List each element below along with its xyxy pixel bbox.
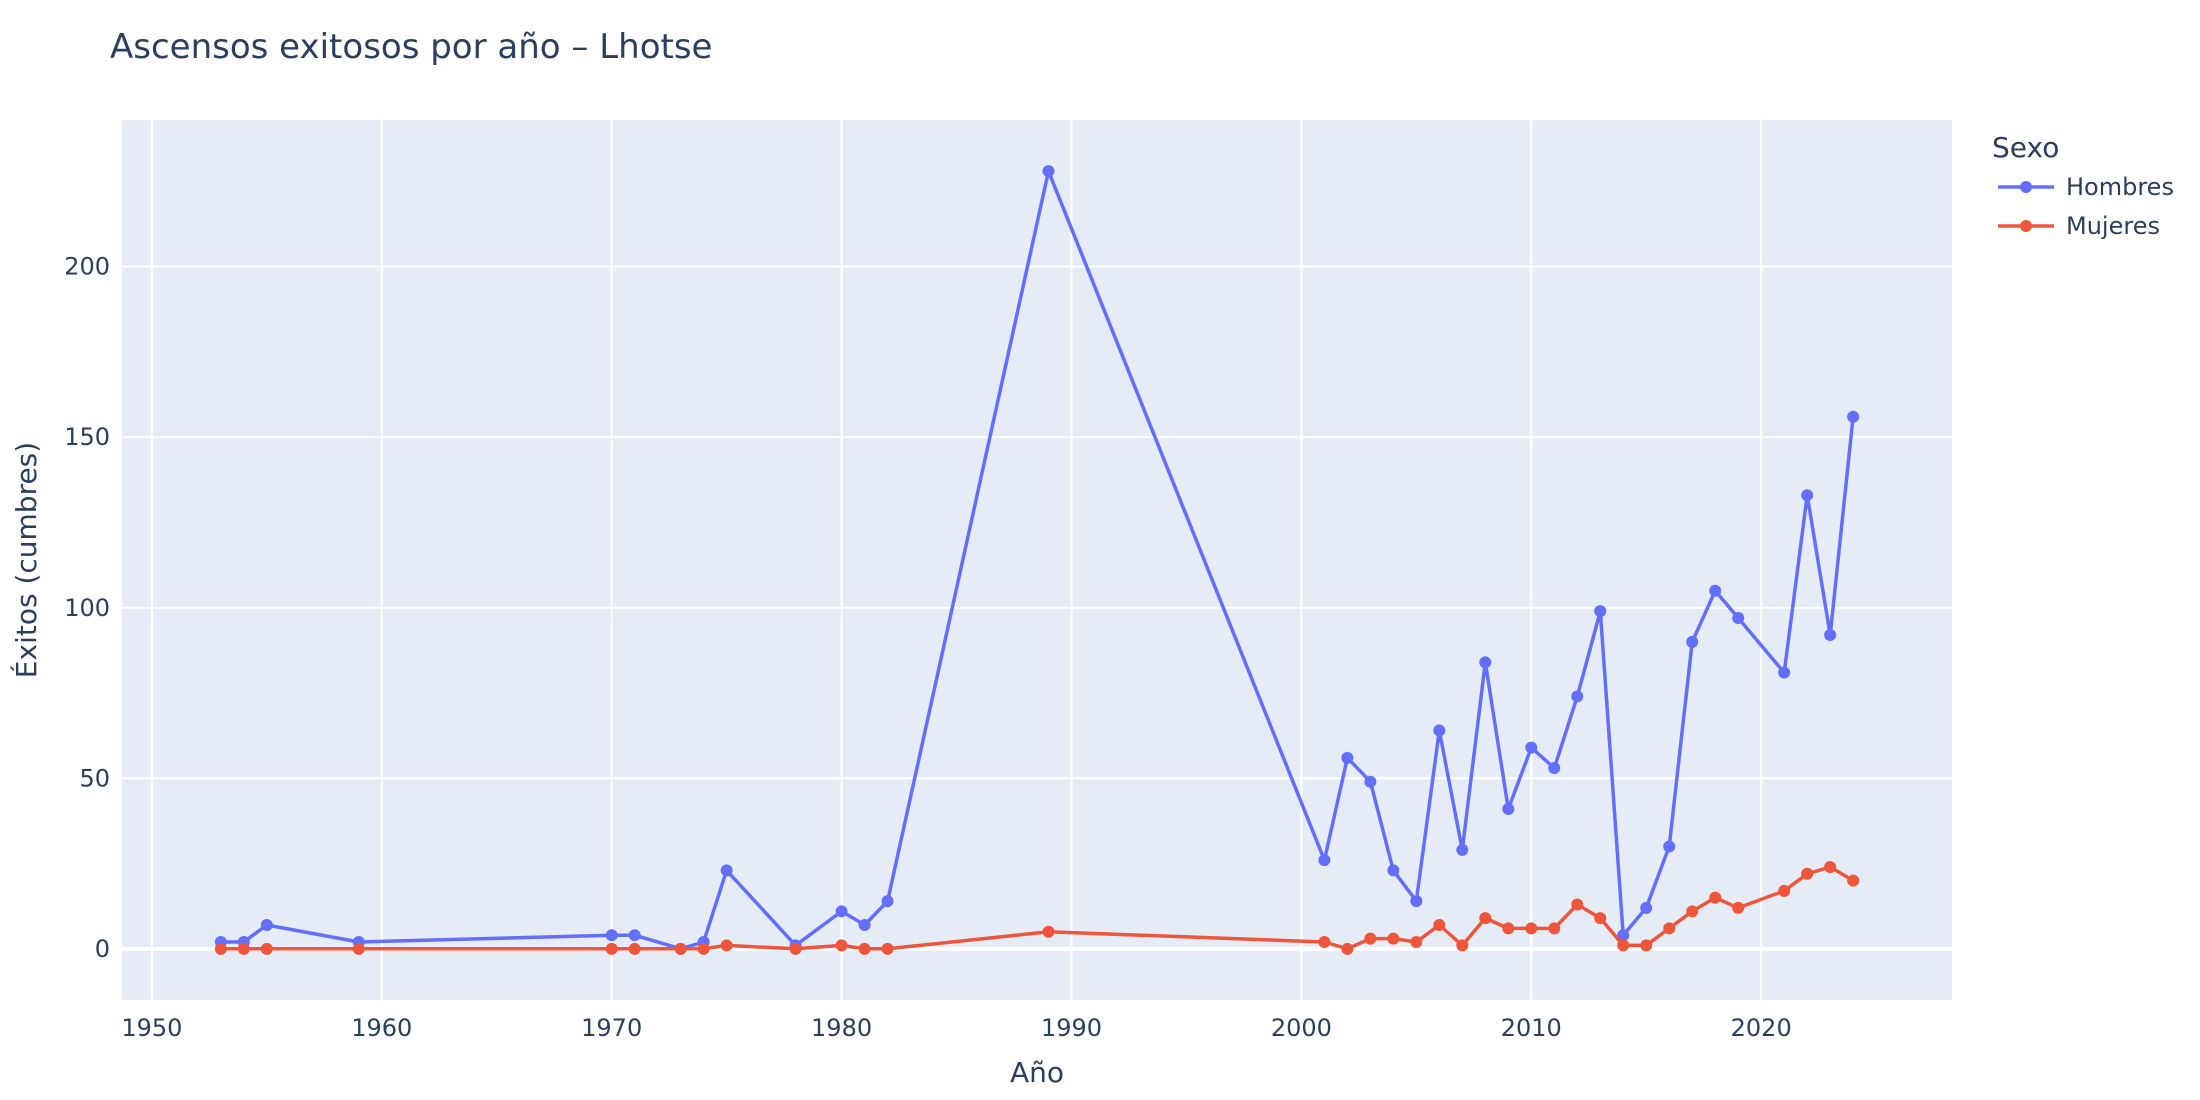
series-group bbox=[214, 165, 1860, 955]
data-point[interactable] bbox=[237, 942, 250, 955]
data-point[interactable] bbox=[674, 942, 687, 955]
data-point[interactable] bbox=[260, 942, 273, 955]
data-point[interactable] bbox=[858, 942, 871, 955]
data-point[interactable] bbox=[1663, 922, 1676, 935]
data-point[interactable] bbox=[1709, 891, 1722, 904]
data-point[interactable] bbox=[1456, 939, 1469, 952]
data-point[interactable] bbox=[1548, 762, 1561, 775]
x-tick-label: 1950 bbox=[121, 1014, 182, 1042]
data-point[interactable] bbox=[1525, 741, 1538, 754]
data-point[interactable] bbox=[1479, 912, 1492, 925]
data-point[interactable] bbox=[1571, 898, 1584, 911]
data-point[interactable] bbox=[1847, 874, 1860, 887]
data-point[interactable] bbox=[605, 929, 618, 942]
data-point[interactable] bbox=[1502, 922, 1515, 935]
data-point[interactable] bbox=[1433, 724, 1446, 737]
y-axis-ticks: 0 50 100 150 200 bbox=[64, 253, 110, 963]
data-point[interactable] bbox=[260, 918, 273, 931]
data-point[interactable] bbox=[1594, 605, 1607, 618]
data-point[interactable] bbox=[1456, 843, 1469, 856]
legend-title: Sexo bbox=[1992, 131, 2059, 164]
data-point[interactable] bbox=[1387, 864, 1400, 877]
data-point[interactable] bbox=[881, 895, 894, 908]
data-point[interactable] bbox=[628, 942, 641, 955]
data-point[interactable] bbox=[1433, 918, 1446, 931]
data-point[interactable] bbox=[214, 942, 227, 955]
data-point[interactable] bbox=[835, 905, 848, 918]
legend-item-hombres[interactable]: Hombres bbox=[1998, 173, 2174, 201]
legend-swatch-marker bbox=[2020, 181, 2032, 193]
data-point[interactable] bbox=[835, 939, 848, 952]
legend-item-mujeres[interactable]: Mujeres bbox=[1998, 212, 2160, 240]
data-point[interactable] bbox=[1042, 925, 1055, 938]
legend-label: Mujeres bbox=[2066, 212, 2160, 240]
legend-items: Hombres Mujeres bbox=[1998, 173, 2174, 240]
data-point[interactable] bbox=[720, 939, 733, 952]
data-point[interactable] bbox=[1364, 775, 1377, 788]
data-point[interactable] bbox=[1042, 165, 1055, 178]
chart-title: Ascensos exitosos por año – Lhotse bbox=[110, 27, 712, 67]
x-tick-label: 1970 bbox=[581, 1014, 642, 1042]
data-point[interactable] bbox=[1824, 629, 1837, 642]
data-point[interactable] bbox=[1341, 751, 1354, 764]
data-point[interactable] bbox=[1410, 936, 1423, 949]
data-point[interactable] bbox=[1410, 895, 1423, 908]
data-point[interactable] bbox=[1548, 922, 1561, 935]
data-point[interactable] bbox=[1479, 656, 1492, 669]
legend-swatch-marker bbox=[2020, 220, 2032, 232]
y-axis-title: Éxitos (cumbres) bbox=[9, 442, 43, 678]
data-point[interactable] bbox=[858, 918, 871, 931]
data-point[interactable] bbox=[352, 942, 365, 955]
data-point[interactable] bbox=[1801, 489, 1814, 502]
data-point[interactable] bbox=[1732, 901, 1745, 914]
data-point[interactable] bbox=[1571, 690, 1584, 703]
data-point[interactable] bbox=[1617, 929, 1630, 942]
x-tick-label: 2010 bbox=[1501, 1014, 1562, 1042]
data-point[interactable] bbox=[1387, 932, 1400, 945]
legend[interactable]: Sexo Hombres Mujeres bbox=[1992, 131, 2174, 240]
y-tick-label: 150 bbox=[64, 423, 110, 451]
data-point[interactable] bbox=[1364, 932, 1377, 945]
data-point[interactable] bbox=[1778, 884, 1791, 897]
data-point[interactable] bbox=[628, 929, 641, 942]
x-tick-label: 1990 bbox=[1041, 1014, 1102, 1042]
data-point[interactable] bbox=[720, 864, 733, 877]
x-tick-label: 1980 bbox=[811, 1014, 872, 1042]
data-point[interactable] bbox=[1663, 840, 1676, 853]
data-point[interactable] bbox=[1640, 901, 1653, 914]
data-point[interactable] bbox=[1525, 922, 1538, 935]
x-axis-ticks: 1950 1960 1970 1980 1990 2000 2010 2020 bbox=[121, 1014, 1791, 1042]
y-tick-label: 100 bbox=[64, 594, 110, 622]
data-point[interactable] bbox=[1686, 905, 1699, 918]
data-point[interactable] bbox=[1502, 802, 1515, 815]
data-point[interactable] bbox=[1732, 611, 1745, 624]
data-point[interactable] bbox=[881, 942, 894, 955]
y-tick-label: 0 bbox=[95, 935, 110, 963]
data-point[interactable] bbox=[697, 942, 710, 955]
plot-area bbox=[122, 120, 1952, 1000]
x-tick-label: 2020 bbox=[1731, 1014, 1792, 1042]
data-point[interactable] bbox=[1341, 942, 1354, 955]
data-point[interactable] bbox=[1824, 860, 1837, 873]
data-point[interactable] bbox=[1594, 912, 1607, 925]
data-point[interactable] bbox=[1778, 666, 1791, 679]
data-point[interactable] bbox=[1318, 936, 1331, 949]
data-point[interactable] bbox=[1318, 854, 1331, 867]
x-tick-label: 1960 bbox=[351, 1014, 412, 1042]
y-tick-label: 50 bbox=[79, 764, 110, 792]
data-point[interactable] bbox=[1640, 939, 1653, 952]
data-point[interactable] bbox=[1617, 939, 1630, 952]
data-point[interactable] bbox=[789, 942, 802, 955]
y-tick-label: 200 bbox=[64, 253, 110, 281]
data-point[interactable] bbox=[1709, 584, 1722, 597]
data-point[interactable] bbox=[1801, 867, 1814, 880]
x-tick-label: 2000 bbox=[1271, 1014, 1332, 1042]
data-point[interactable] bbox=[1847, 410, 1860, 423]
x-axis-title: Año bbox=[1010, 1056, 1064, 1089]
data-point[interactable] bbox=[605, 942, 618, 955]
series-mujeres bbox=[214, 860, 1860, 955]
data-point[interactable] bbox=[1686, 635, 1699, 648]
legend-label: Hombres bbox=[2066, 173, 2174, 201]
